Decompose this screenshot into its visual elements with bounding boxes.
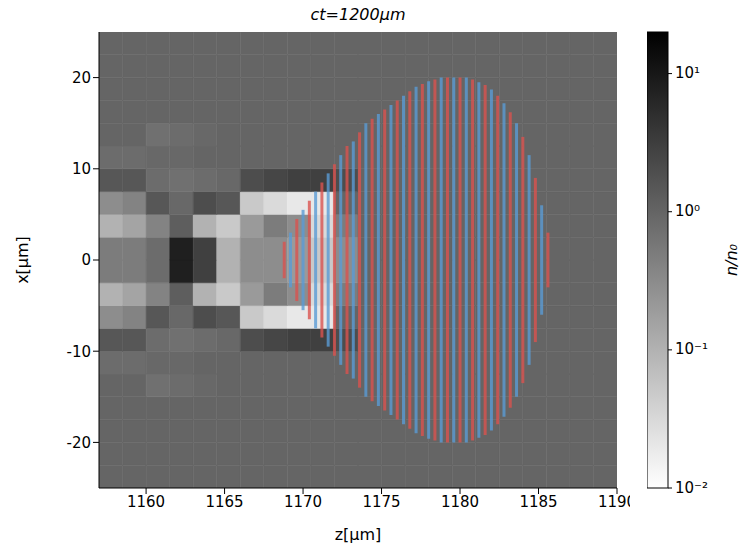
svg-text:z[μm]: z[μm]: [335, 525, 382, 544]
svg-text:1180: 1180: [441, 493, 479, 511]
svg-text:20: 20: [72, 69, 91, 87]
svg-text:0: 0: [81, 251, 91, 269]
svg-text:10: 10: [72, 160, 91, 178]
svg-text:10⁻¹: 10⁻¹: [675, 340, 708, 358]
svg-text:1160: 1160: [127, 493, 165, 511]
svg-text:1190: 1190: [598, 493, 630, 511]
svg-text:1175: 1175: [362, 493, 400, 511]
html-text:ct=1200μm: ct=1200μm: [310, 5, 406, 24]
svg-text:n/n₀: n/n₀: [722, 243, 741, 276]
svg-text:x[μm]: x[μm]: [13, 236, 32, 284]
svg-text:10¹: 10¹: [675, 64, 700, 82]
svg-text:10⁰: 10⁰: [675, 202, 700, 220]
svg-text:1185: 1185: [519, 493, 557, 511]
svg-text:-20: -20: [67, 434, 92, 452]
svg-text:10⁻²: 10⁻²: [675, 479, 708, 497]
svg-text:1165: 1165: [205, 493, 243, 511]
svg-text:-10: -10: [67, 343, 92, 361]
svg-text:1170: 1170: [284, 493, 322, 511]
